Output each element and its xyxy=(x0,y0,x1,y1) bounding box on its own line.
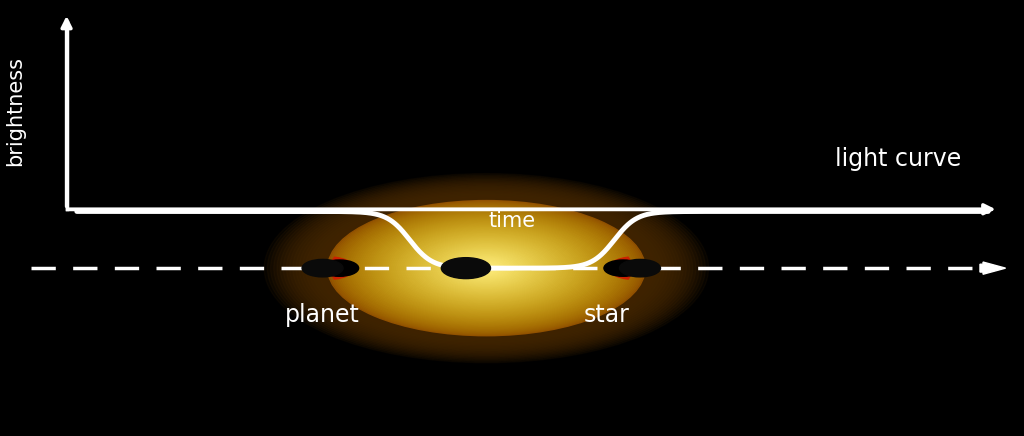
Ellipse shape xyxy=(451,253,522,283)
Ellipse shape xyxy=(357,213,615,323)
Ellipse shape xyxy=(455,255,518,282)
Ellipse shape xyxy=(470,261,502,275)
Ellipse shape xyxy=(374,220,599,316)
Ellipse shape xyxy=(381,223,592,313)
Ellipse shape xyxy=(389,227,584,310)
Ellipse shape xyxy=(391,228,582,309)
FancyArrow shape xyxy=(980,262,1006,274)
Ellipse shape xyxy=(366,217,607,320)
Ellipse shape xyxy=(474,263,499,273)
Ellipse shape xyxy=(332,202,641,334)
Ellipse shape xyxy=(383,224,590,312)
Circle shape xyxy=(604,260,642,276)
Ellipse shape xyxy=(444,250,528,286)
Ellipse shape xyxy=(409,235,564,301)
Ellipse shape xyxy=(459,256,514,280)
Ellipse shape xyxy=(437,247,536,289)
Ellipse shape xyxy=(446,251,526,285)
Ellipse shape xyxy=(345,208,628,328)
Ellipse shape xyxy=(461,257,512,279)
Ellipse shape xyxy=(375,221,598,316)
Ellipse shape xyxy=(361,215,611,321)
Text: planet: planet xyxy=(285,303,360,327)
Ellipse shape xyxy=(351,211,622,326)
Ellipse shape xyxy=(397,230,575,306)
Circle shape xyxy=(302,259,343,277)
Ellipse shape xyxy=(435,246,538,290)
Ellipse shape xyxy=(347,209,626,327)
Ellipse shape xyxy=(406,234,567,303)
Ellipse shape xyxy=(403,233,569,303)
Text: light curve: light curve xyxy=(835,147,961,171)
Ellipse shape xyxy=(334,203,639,333)
Ellipse shape xyxy=(411,236,562,300)
Ellipse shape xyxy=(467,260,506,276)
Ellipse shape xyxy=(407,235,565,302)
Ellipse shape xyxy=(442,249,530,287)
Ellipse shape xyxy=(419,239,554,297)
Ellipse shape xyxy=(399,231,573,305)
Ellipse shape xyxy=(480,266,493,271)
Ellipse shape xyxy=(472,262,501,274)
Ellipse shape xyxy=(336,204,637,332)
Ellipse shape xyxy=(478,265,495,272)
Ellipse shape xyxy=(364,216,609,320)
Ellipse shape xyxy=(465,259,508,277)
Wedge shape xyxy=(608,257,635,279)
Ellipse shape xyxy=(417,238,556,298)
Ellipse shape xyxy=(401,232,571,304)
Ellipse shape xyxy=(453,254,520,283)
Circle shape xyxy=(321,260,358,276)
Ellipse shape xyxy=(370,218,603,318)
Text: star: star xyxy=(584,303,630,327)
Ellipse shape xyxy=(379,222,594,314)
Ellipse shape xyxy=(385,225,588,311)
Ellipse shape xyxy=(433,245,540,291)
Text: time: time xyxy=(488,211,536,231)
Ellipse shape xyxy=(413,237,560,300)
Ellipse shape xyxy=(359,214,613,322)
Ellipse shape xyxy=(484,267,488,269)
Ellipse shape xyxy=(463,258,510,278)
Ellipse shape xyxy=(457,255,516,281)
Ellipse shape xyxy=(423,241,550,295)
Ellipse shape xyxy=(421,240,552,296)
Text: brightness: brightness xyxy=(5,56,26,166)
Ellipse shape xyxy=(425,242,548,294)
Ellipse shape xyxy=(415,238,558,299)
Ellipse shape xyxy=(476,264,497,272)
Ellipse shape xyxy=(372,219,601,317)
Ellipse shape xyxy=(368,218,605,319)
Ellipse shape xyxy=(349,210,624,327)
Ellipse shape xyxy=(328,201,645,336)
Ellipse shape xyxy=(429,244,544,293)
Ellipse shape xyxy=(387,226,586,310)
Circle shape xyxy=(620,259,660,277)
Ellipse shape xyxy=(440,249,532,288)
Ellipse shape xyxy=(353,211,620,325)
Ellipse shape xyxy=(355,212,617,324)
Ellipse shape xyxy=(377,221,596,315)
Ellipse shape xyxy=(342,207,631,330)
Ellipse shape xyxy=(431,245,542,292)
Ellipse shape xyxy=(393,228,580,308)
Ellipse shape xyxy=(340,206,633,330)
Circle shape xyxy=(441,258,490,279)
Ellipse shape xyxy=(395,229,578,307)
Ellipse shape xyxy=(343,208,629,329)
Ellipse shape xyxy=(469,261,504,276)
Ellipse shape xyxy=(338,205,635,331)
Wedge shape xyxy=(328,257,354,279)
Ellipse shape xyxy=(427,243,546,293)
Ellipse shape xyxy=(482,266,490,270)
Ellipse shape xyxy=(449,252,524,284)
Ellipse shape xyxy=(438,248,535,289)
Ellipse shape xyxy=(330,201,643,335)
